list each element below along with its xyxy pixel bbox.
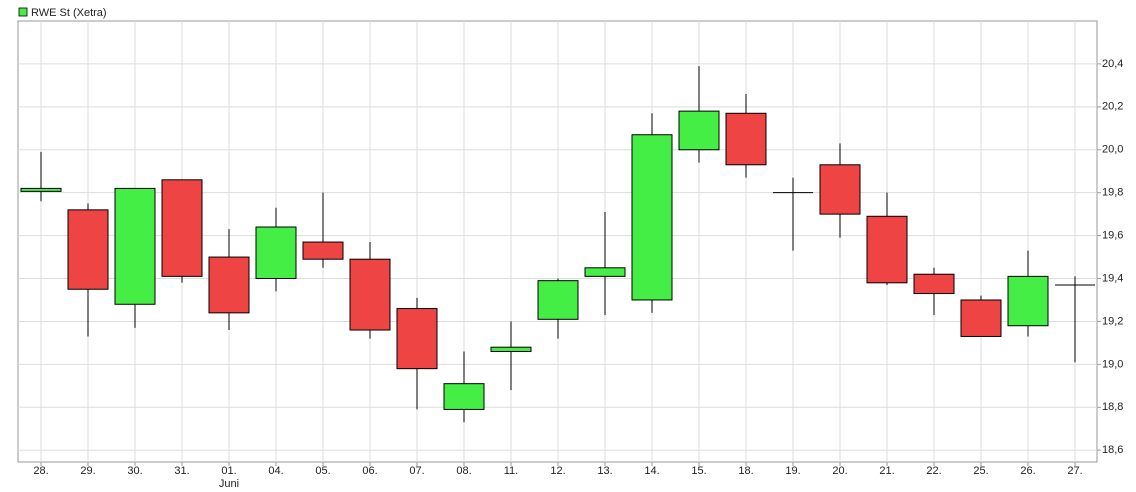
x-tick-label: 07. bbox=[409, 465, 424, 477]
candle-body bbox=[490, 346, 532, 352]
y-tick-label: 19,2 bbox=[1102, 315, 1123, 327]
x-tick-label: 08. bbox=[456, 465, 471, 477]
candle-body bbox=[960, 299, 1002, 337]
x-tick-label: 15. bbox=[691, 465, 706, 477]
candle-body bbox=[208, 256, 250, 314]
x-tick-label: 01. bbox=[221, 465, 236, 477]
candle-body bbox=[913, 273, 955, 295]
candle-body bbox=[20, 187, 62, 192]
x-tick-label: 25. bbox=[973, 465, 988, 477]
x-tick-label: 27. bbox=[1067, 465, 1082, 477]
x-tick-label: 29. bbox=[80, 465, 95, 477]
candle-body bbox=[1007, 275, 1049, 327]
x-tick-label: 31. bbox=[174, 465, 189, 477]
y-tick-label: 20,0 bbox=[1102, 144, 1123, 156]
candle-body bbox=[349, 258, 391, 331]
x-tick-label: 06. bbox=[362, 465, 377, 477]
y-tick-label: 19,4 bbox=[1102, 272, 1123, 284]
x-tick-label: 22. bbox=[926, 465, 941, 477]
y-tick-label: 18,6 bbox=[1102, 444, 1123, 456]
x-tick-label: 20. bbox=[832, 465, 847, 477]
y-tick-label: 20,2 bbox=[1102, 101, 1123, 113]
candle-body bbox=[161, 179, 203, 277]
legend-label: RWE St (Xetra) bbox=[31, 7, 107, 19]
y-tick-label: 18,8 bbox=[1102, 401, 1123, 413]
x-tick-label: 28. bbox=[33, 465, 48, 477]
candle-body bbox=[114, 187, 156, 305]
candle-body bbox=[584, 267, 626, 277]
x-tick-label: 13. bbox=[597, 465, 612, 477]
candle-body bbox=[443, 383, 485, 410]
x-tick-label: 19. bbox=[785, 465, 800, 477]
candle-body bbox=[725, 112, 767, 166]
x-sublabel: Juni bbox=[219, 478, 239, 490]
candle-body bbox=[866, 215, 908, 284]
candle-body bbox=[302, 241, 344, 260]
candle-body bbox=[819, 164, 861, 215]
x-tick-label: 26. bbox=[1020, 465, 1035, 477]
x-tick-label: 11. bbox=[504, 465, 518, 477]
y-tick-label: 19,6 bbox=[1102, 230, 1123, 242]
y-tick-label: 19,0 bbox=[1102, 358, 1123, 370]
y-tick-label: 19,8 bbox=[1102, 187, 1123, 199]
y-tick-label: 20,4 bbox=[1102, 58, 1123, 70]
x-tick-label: 04. bbox=[268, 465, 283, 477]
candle-body bbox=[678, 110, 720, 151]
candle-body bbox=[631, 134, 673, 301]
candle-body bbox=[537, 280, 579, 320]
candle-body bbox=[67, 209, 109, 290]
legend-swatch bbox=[18, 7, 28, 17]
x-tick-label: 14. bbox=[644, 465, 659, 477]
x-tick-label: 30. bbox=[127, 465, 142, 477]
candle-body bbox=[255, 226, 297, 280]
x-tick-label: 12. bbox=[550, 465, 565, 477]
x-tick-label: 18. bbox=[738, 465, 753, 477]
candle-body bbox=[396, 308, 438, 370]
x-tick-label: 21. bbox=[879, 465, 894, 477]
x-tick-label: 05. bbox=[315, 465, 330, 477]
